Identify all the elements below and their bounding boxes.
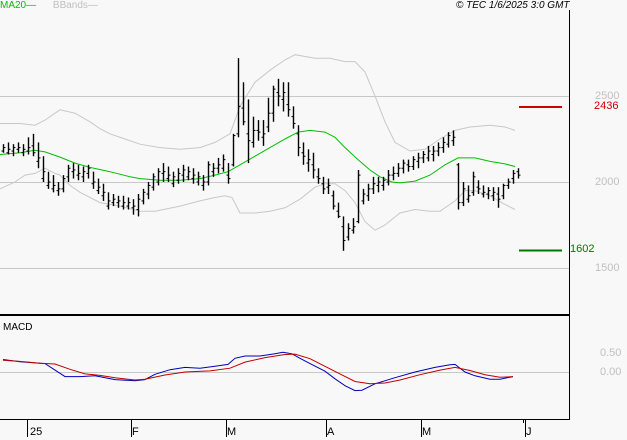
resistance-level-label: 2436 — [594, 100, 619, 112]
macd-axis-label-050: 0.50 — [600, 347, 622, 359]
support-level-label: 1602 — [570, 243, 595, 255]
copyright-timestamp: © TEC 1/6/2025 3:0 GMT — [456, 0, 570, 11]
legend-bbands: BBands— — [52, 0, 98, 11]
x-axis-label-mar: M — [227, 426, 237, 438]
macd-axis-label-000: 0.00 — [600, 366, 622, 378]
x-axis-label-apr: A — [327, 426, 335, 438]
x-axis-label-25: 25 — [30, 426, 43, 438]
legend-ma20: MA20— — [0, 0, 37, 11]
x-axis-label-may: M — [422, 426, 432, 438]
price-bars — [1, 58, 521, 251]
x-axis-ticks — [27, 420, 526, 437]
x-axis-label-feb: F — [132, 426, 139, 438]
chart-frame — [0, 10, 570, 423]
price-axis-label-2500: 2500 — [595, 90, 620, 102]
support-resistance-lines — [519, 106, 562, 252]
ma20-line — [0, 129, 516, 184]
price-gridlines — [0, 96, 569, 269]
price-axis-label-1500: 1500 — [595, 262, 620, 274]
price-axis-label-2000: 2000 — [595, 176, 620, 188]
x-axis-label-jun: J — [526, 426, 532, 438]
chart-legend: MA20— BBands— — [0, 0, 98, 12]
bollinger-bands — [0, 54, 516, 231]
macd-panel-title: MACD — [3, 322, 33, 333]
macd-lines — [2, 351, 514, 392]
